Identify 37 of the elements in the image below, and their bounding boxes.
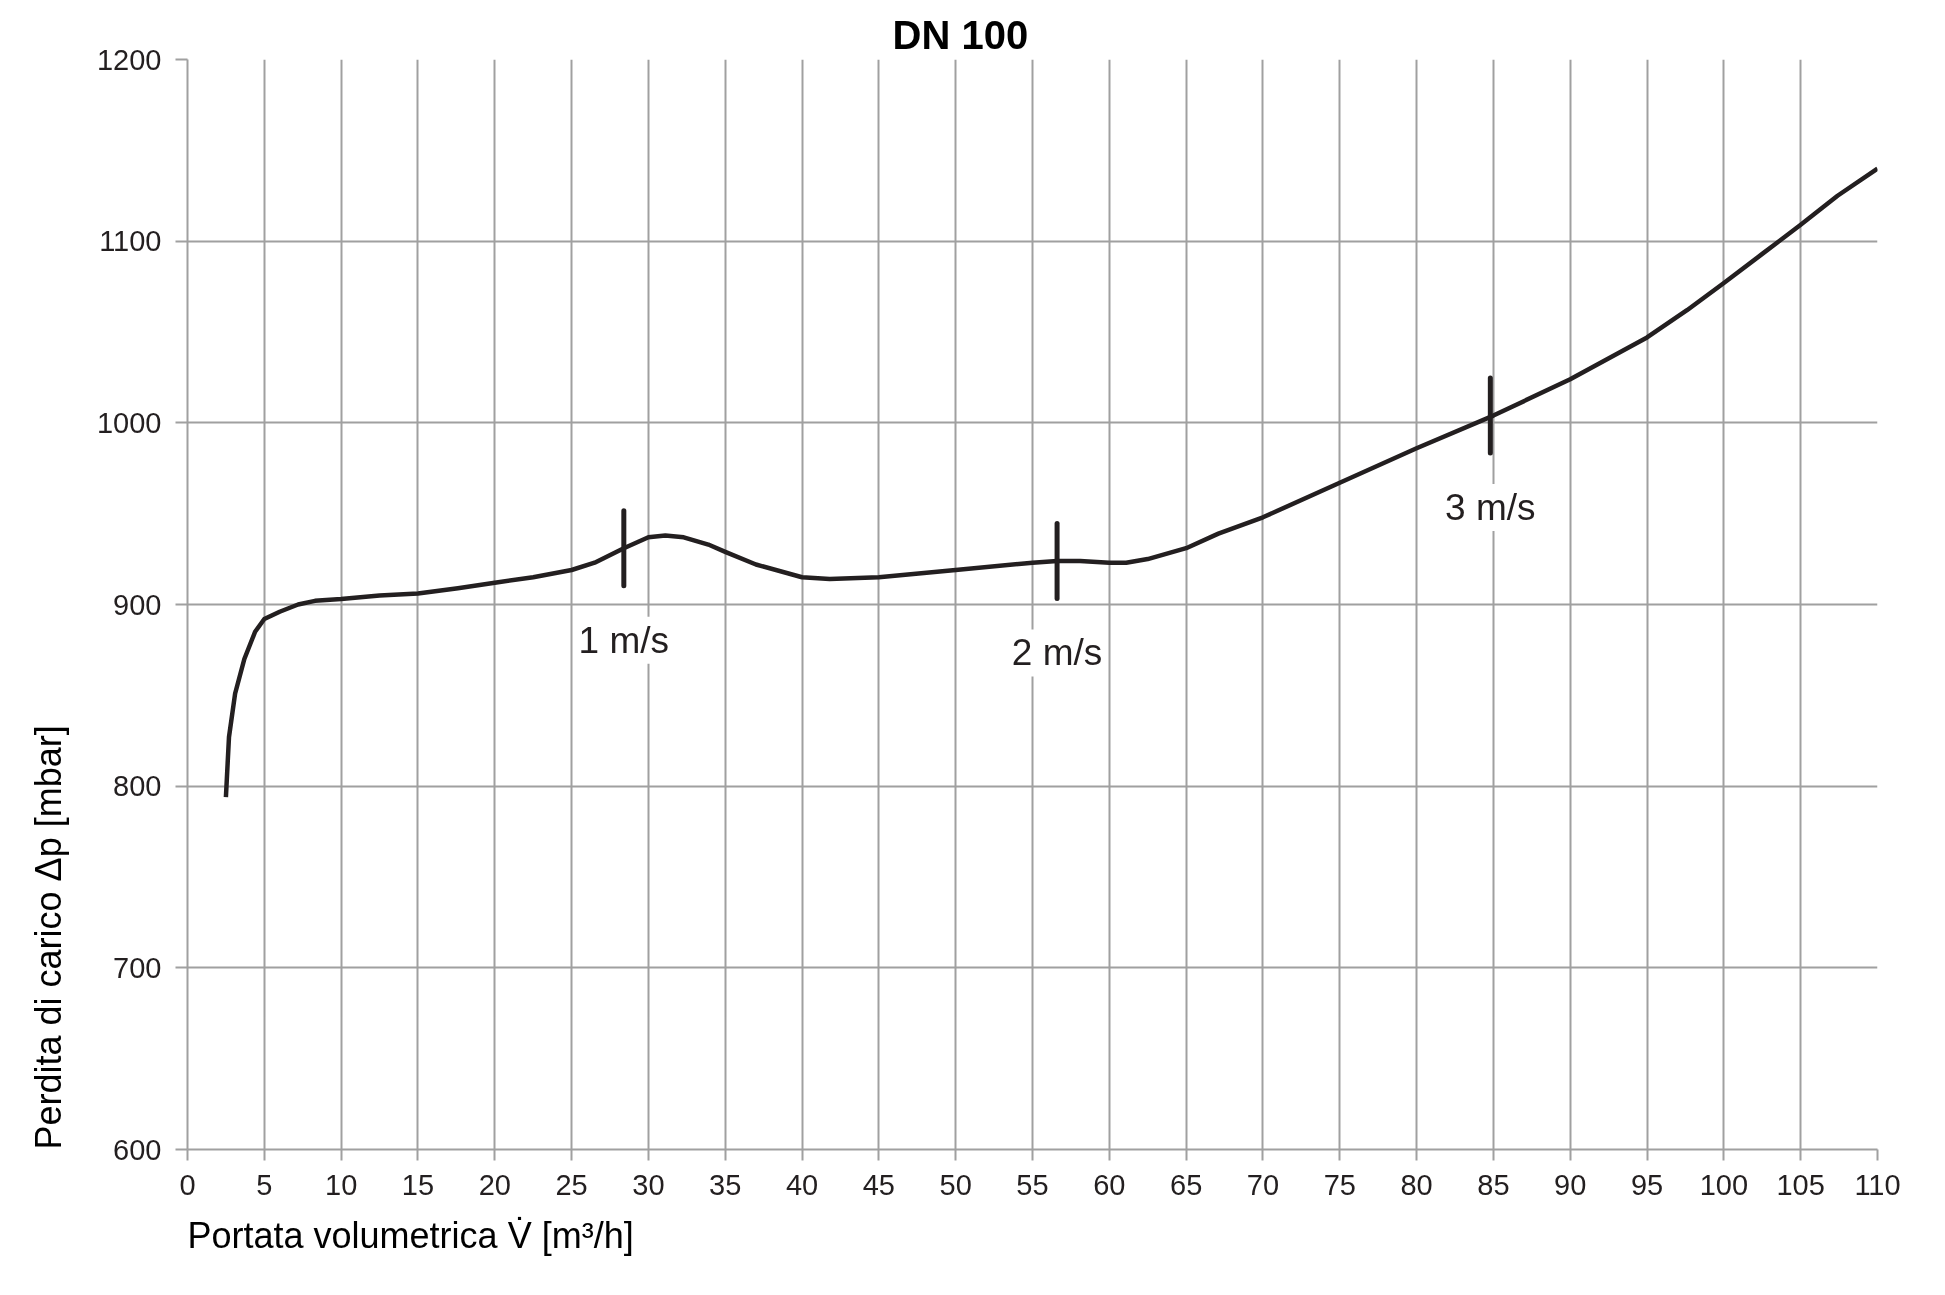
x-tick-label: 80 — [1400, 1168, 1433, 1201]
y-tick-label: 1000 — [96, 406, 162, 439]
y-tick-label: 600 — [113, 1133, 162, 1166]
annotation: 1 m/s — [578, 619, 670, 661]
x-tick-label: 45 — [862, 1168, 895, 1201]
annotation: 3 m/s — [1445, 487, 1536, 529]
x-tick-label: 0 — [179, 1168, 196, 1201]
y-tick-label: 1100 — [99, 225, 162, 258]
y-tick-label: 900 — [113, 588, 162, 621]
x-tick-label: 20 — [478, 1168, 511, 1201]
x-tick-label: 95 — [1630, 1168, 1664, 1201]
x-tick-label: 50 — [939, 1168, 972, 1201]
chart-title: DN 100 — [892, 12, 1029, 57]
y-tick-label: 800 — [113, 770, 162, 803]
x-tick-label: 90 — [1554, 1168, 1587, 1201]
line-series — [223, 166, 1878, 800]
y-tick-label: 1200 — [96, 43, 162, 76]
x-tick-label: 75 — [1323, 1168, 1356, 1201]
x-tick-label: 100 — [1699, 1168, 1749, 1201]
x-tick-label: 30 — [632, 1168, 665, 1201]
x-tick-label: 15 — [401, 1168, 435, 1201]
x-tick-label: 110 — [1854, 1168, 1901, 1201]
x-tick-label: 35 — [709, 1168, 742, 1201]
annotation: 2 m/s — [1011, 632, 1103, 674]
y-axis-title: Perdita di carico Δp [mbar] — [27, 725, 69, 1150]
y-tick-label: 700 — [113, 951, 162, 984]
x-axis-title: Portata volumetrica V̇ [m³/h] — [187, 1214, 634, 1256]
x-tick-label: 25 — [555, 1168, 588, 1201]
x-tick-label: 40 — [785, 1168, 819, 1201]
x-tick-label: 85 — [1477, 1168, 1510, 1201]
x-tick-label: 70 — [1246, 1168, 1280, 1201]
x-tick-label: 5 — [256, 1168, 273, 1201]
x-tick-label: 55 — [1016, 1168, 1049, 1201]
x-tick-label: 65 — [1170, 1168, 1203, 1201]
x-tick-label: 10 — [325, 1168, 358, 1201]
x-tick-label: 60 — [1093, 1168, 1126, 1201]
x-tick-label: 105 — [1776, 1168, 1825, 1201]
